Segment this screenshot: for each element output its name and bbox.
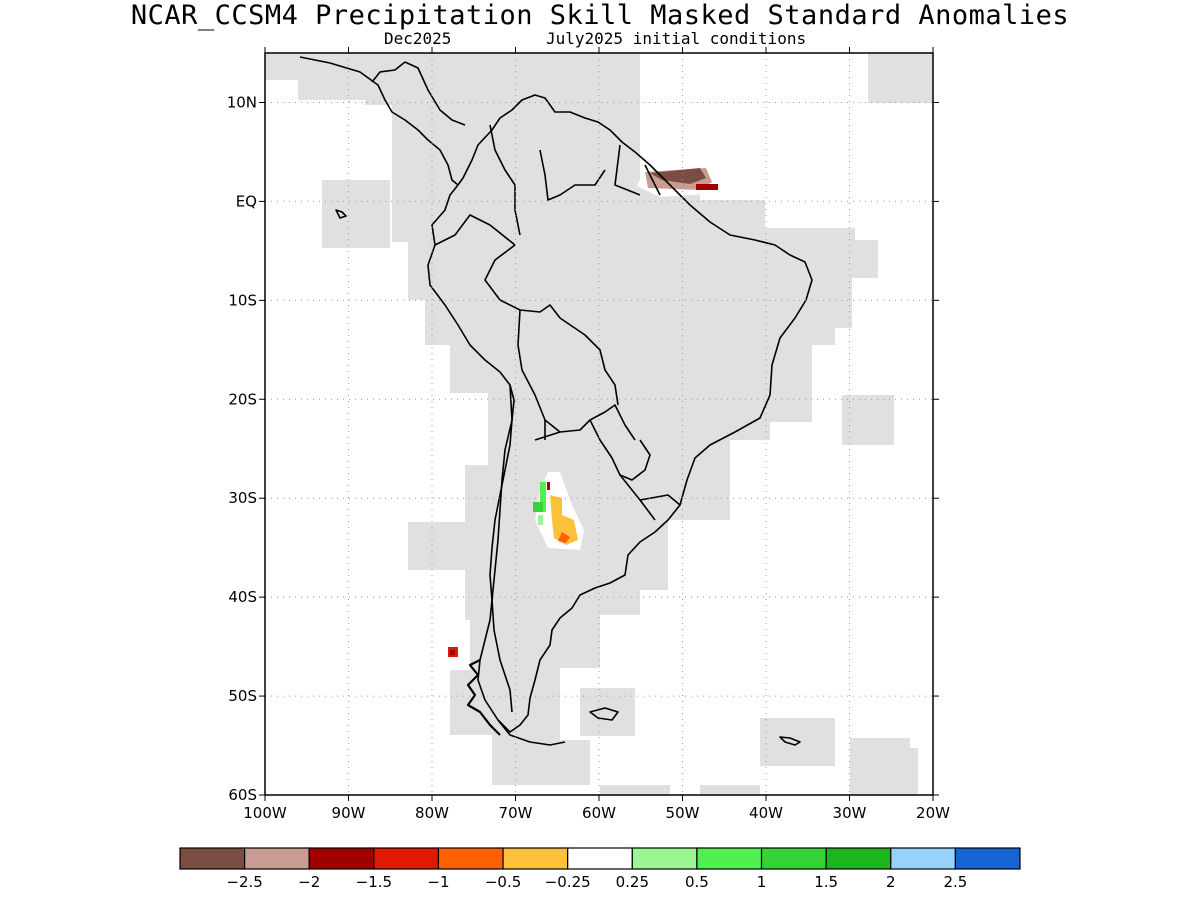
grid-layer [265, 53, 933, 795]
colorbar-swatch [437, 847, 504, 870]
coast-chile-fjords [466, 659, 501, 736]
border-argentina-chile [491, 384, 513, 713]
mask-sandwich [850, 738, 918, 795]
anomaly-layer [448, 166, 720, 657]
lat-tick-label: 60S [228, 786, 257, 804]
coast-south-georgia [779, 736, 801, 746]
mask-south-strip-a [600, 785, 670, 795]
lon-tick-label: 90W [332, 804, 366, 822]
lat-tick-label: EQ [236, 192, 257, 210]
colorbar-label: −0.25 [545, 873, 591, 891]
lon-tick-label: 40W [749, 804, 783, 822]
colorbar-label: 1.5 [814, 873, 838, 891]
border-guianas [614, 144, 661, 196]
lat-tick-label: 50S [228, 687, 257, 705]
colorbar-swatch [954, 847, 1021, 870]
mask-central-america [265, 53, 878, 785]
colorbar-swatch [890, 847, 956, 870]
chart-title: NCAR_CCSM4 Precipitation Skill Masked St… [130, 0, 1070, 31]
colorbar-label: 0.5 [685, 873, 709, 891]
anomaly-argentina-green-strip [540, 482, 546, 512]
anomaly-argentina-orange [550, 495, 578, 545]
coast-central-america-caribbean [371, 61, 466, 126]
axis-ticks [259, 47, 939, 801]
colorbar-label: 2.5 [943, 873, 967, 891]
colorbar-swatch [373, 847, 440, 870]
lon-tick-label: 20W [916, 804, 950, 822]
mask-south-georgia [760, 718, 835, 766]
border-peru-brazil [484, 244, 561, 319]
colorbar-labels: −2.5 −2 −1.5 −1 −0.5 −0.25 0.25 0.5 1 1.5 2 2.5 [226, 873, 967, 891]
colorbar-label: −1 [427, 873, 449, 891]
anomaly-argentina-green-patch [533, 502, 543, 512]
lon-tick-label: 100W [243, 804, 287, 822]
colorbar-swatch [825, 847, 892, 870]
coast-falklands [589, 707, 619, 721]
colorbar-label: 2 [886, 873, 896, 891]
target-month-label: Dec2025 [384, 29, 452, 48]
lon-tick-label: 30W [833, 804, 867, 822]
mask-ne-atlantic [868, 53, 933, 103]
border-paraguay [589, 419, 651, 481]
lon-tick-label: 50W [666, 804, 700, 822]
mask-galapagos [322, 180, 390, 248]
lon-tick-label: 80W [415, 804, 449, 822]
lat-tick-label: 10S [228, 291, 257, 309]
border-bolivia-brazil [559, 317, 619, 406]
lon-axis-labels: 100W 90W 80W 70W 60W 50W 40W 30W 20W [243, 804, 950, 822]
colorbar-swatch [760, 847, 827, 870]
colorbar-label: 0.25 [616, 873, 649, 891]
anomaly-argentina-red-dot [547, 482, 550, 490]
colorbar-swatch [631, 847, 698, 870]
lat-tick-label: 40S [228, 588, 257, 606]
coastline-layer [299, 56, 813, 746]
colorbar-label: −2.5 [226, 873, 262, 891]
lat-tick-label: 30S [228, 489, 257, 507]
colorbar [179, 847, 1021, 870]
colorbar-label: 1 [757, 873, 767, 891]
skill-mask-layer [265, 53, 933, 795]
coast-central-america [299, 56, 459, 186]
lat-axis-labels: 10N EQ 10S 20S 30S 40S 50S 60S [227, 93, 257, 804]
mask-south-strip-b [700, 785, 760, 795]
colorbar-swatch [308, 847, 375, 870]
colorbar-swatch [567, 847, 633, 870]
lat-tick-label: 20S [228, 390, 257, 408]
border-ecuador [434, 214, 516, 246]
border-venezuela [539, 149, 606, 201]
anomaly-argentina-dark-orange [558, 532, 570, 543]
colorbar-label: −0.5 [485, 873, 521, 891]
lat-tick-label: 10N [227, 93, 257, 111]
colorbar-swatch [179, 847, 246, 870]
anomaly-argentina-green-dot [538, 515, 543, 525]
lon-tick-label: 70W [499, 804, 533, 822]
colorbar-swatch [502, 847, 569, 870]
lon-tick-label: 60W [582, 804, 616, 822]
border-bolivia [517, 309, 636, 441]
colorbar-label: −1.5 [356, 873, 392, 891]
coast-galapagos [335, 209, 347, 219]
colorbar-swatch [696, 847, 763, 870]
mask-trindade [842, 395, 894, 445]
colorbar-label: −2 [298, 873, 320, 891]
initial-conditions-label: July2025 initial conditions [546, 29, 807, 48]
border-colombia [489, 124, 521, 236]
mask-falklands [580, 688, 635, 736]
anomaly-chile-dark-red [450, 650, 455, 655]
colorbar-swatch [244, 847, 310, 870]
coast-tierra-del-fuego [497, 719, 566, 746]
anomaly-guiana-red [696, 184, 718, 190]
